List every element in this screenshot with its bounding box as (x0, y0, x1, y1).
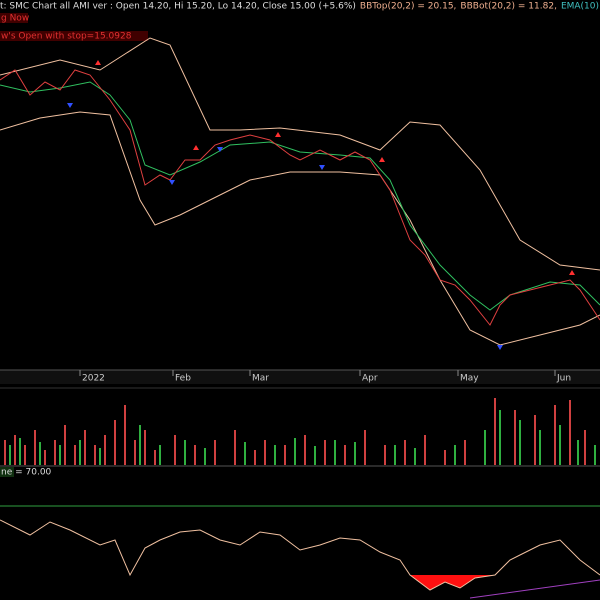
x-tick-label: May (460, 374, 479, 384)
header: t: SMC Chart all AMI ver : Open 14.20, H… (0, 2, 600, 12)
rsi-label-box (0, 467, 14, 477)
x-tick-label: 2022 (82, 374, 105, 384)
x-tick-label: Jun (556, 374, 571, 384)
x-axis-labels: 2022 Feb Mar Apr May Jun (79, 370, 571, 384)
signal-text: g Now (1, 14, 29, 24)
stop-box (0, 31, 148, 41)
volume-up (9, 410, 596, 465)
signal-box (0, 13, 28, 23)
stop-text: w's Open with stop=15.0928 (1, 32, 132, 42)
bollinger-top (0, 37, 600, 271)
volume-down (4, 398, 586, 465)
trend-line (469, 579, 600, 599)
rsi-line (0, 519, 600, 591)
header-segment: BBTop(20,2) = 20.15, (360, 2, 457, 12)
header-segment: t: SMC Chart all AMI ver : Open 14.20, H… (0, 2, 356, 12)
price (0, 69, 600, 326)
x-tick-label: Feb (175, 374, 191, 384)
rsi-label: ne = 70.00 (1, 468, 52, 478)
date-axis (0, 370, 600, 384)
x-tick-label: Mar (252, 374, 269, 384)
header-segment: BBBot(20,2) = 11.82, (460, 2, 557, 12)
ema (0, 81, 600, 311)
header-segment: EMA(10) = 14.59, (561, 2, 600, 12)
x-tick-label: Apr (362, 374, 378, 384)
